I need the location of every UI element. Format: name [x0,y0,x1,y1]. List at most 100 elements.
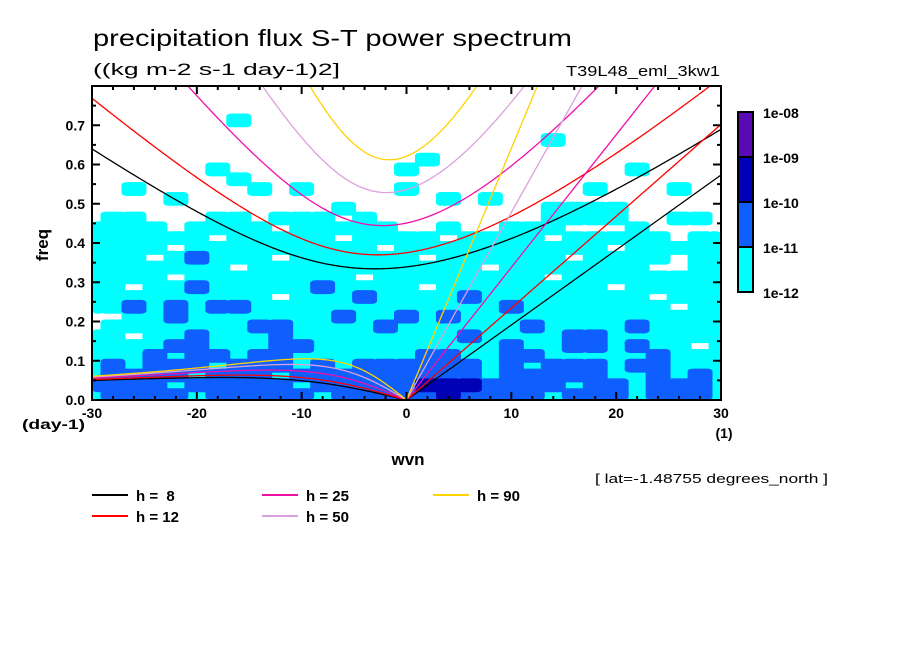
y-axis-units: (day-1) [22,416,85,432]
heatmap-cell [310,280,336,295]
heatmap-cell [163,231,189,245]
colorbar-label: 1e-11 [763,240,798,256]
heatmap-cell [582,388,608,400]
legend-item: h = 12 [92,509,179,526]
y-axis-label: freq [33,229,52,261]
heatmap-cell [121,270,147,285]
dispersion-curve-rossby-h8 [91,376,407,401]
dispersion-curve-inertio-gravity-h8 [91,128,722,270]
dispersion-curve-kelvin-h25 [405,85,656,401]
dispersion-curves [91,85,722,401]
heatmap-cell [226,299,252,314]
heatmap-cell [540,133,566,147]
dispersion-curve-rossby-h25 [91,369,407,401]
heatmap-cell [666,241,692,255]
heatmap-cell [498,299,524,314]
x-tick-label: 10 [504,405,520,421]
colorbar-label: 1e-12 [763,285,799,301]
heatmap-cell [226,113,252,128]
heatmap-cell [289,182,315,196]
heatmap-cell [477,388,503,400]
heatmap-cell [540,260,566,275]
heatmap-cell [226,250,252,265]
dispersion-curve-kelvin-h12 [406,123,722,401]
axis-tick-labels: -30 -20 -10 0 10 20 30 0.0 0.1 0.2 0.3 0.4 0.5 0.6 0.7 [66,117,729,421]
legend-label: h = 90 [477,488,520,505]
y-tick-label: 0.6 [66,157,86,173]
heatmap-cell [205,388,231,400]
heatmap-cell [519,319,545,334]
legend-label: h = 8 [136,488,175,505]
heatmap-cell [645,388,671,400]
heatmap-cell [268,358,294,373]
heatmap-cell [414,152,440,167]
colorbar-label: 1e-09 [763,150,799,166]
dispersion-curve-rossby-h50 [91,363,407,401]
heatmap-cell [561,368,587,383]
dispersion-curve-kelvin-h50 [405,85,583,401]
legend-item: h = 90 [433,488,520,505]
heatmap-cell [561,339,587,353]
heatmap-cell [582,211,608,226]
heatmap-cell [687,329,713,344]
heatmap-cell [603,231,629,245]
colorbar-segment [737,201,754,248]
x-axis-label: wvn [390,450,424,469]
legend-label: h = 12 [136,509,179,526]
colorbar-segment [737,156,754,203]
heatmap-cell [603,270,629,285]
legend: h = 8 h = 12 h = 25 h = 50 h = 90 [92,488,520,526]
heatmap-cell [666,388,692,400]
heatmap-cell [184,280,210,295]
heatmap-cell [205,299,231,314]
heatmap-cell [666,182,692,196]
x-tick-label: -30 [82,405,102,421]
heatmap-cell [561,241,587,255]
heatmap-cell [163,309,189,324]
x-tick-label: 0 [403,405,411,421]
heatmap-cell [645,250,671,265]
run-label: T39L48_eml_3kw1 [566,63,720,80]
x-tick-label: 30 [713,405,729,421]
heatmap-cell [394,162,419,177]
heatmap-cell [561,388,587,400]
dispersion-curve-inertio-gravity-h90 [309,85,478,161]
heatmap-cell [121,388,147,400]
heatmap-cell [268,388,294,400]
y-tick-label: 0.4 [66,235,86,251]
heatmap-cell [561,211,587,226]
heatmap-cell [414,241,440,255]
heatmap-cell [687,388,713,400]
latitude-footnote: [ lat=-1.48755 degrees_north ] [595,471,828,486]
heatmap-cell [582,339,608,353]
chart-units-subtitle: ((kg m-2 s-1 day-1)2] [93,60,340,79]
x-tick-label: 20 [608,405,624,421]
colorbar-label: 1e-10 [763,195,799,211]
heatmap-cell [226,172,252,187]
heatmap-cell [394,309,419,324]
dispersion-curve-inertio-gravity-h25 [187,85,600,227]
heatmap-cell [121,319,147,334]
heatmap-cell [121,182,147,196]
heatmap-cell [142,388,168,400]
heatmap-cell [142,241,168,255]
heatmap-cell [519,348,545,363]
heatmap-cell [247,182,273,196]
heatmap-cell [645,280,671,295]
heatmap-cell [205,348,231,363]
legend-label: h = 25 [306,488,349,505]
legend-label: h = 50 [306,509,349,526]
heatmap-cell [184,250,210,265]
heatmap-cell [540,221,566,236]
heatmap-cell [184,378,210,393]
legend-item: h = 50 [262,509,349,526]
heatmap-cell [331,309,357,324]
heatmap-cell [352,290,378,304]
heatmap-cell [289,339,315,353]
heatmap-cell [163,191,189,206]
heatmap-cell [163,388,189,400]
colorbar-segment [737,246,754,293]
x-axis-units: (1) [715,425,732,441]
chart-title: precipitation flux S-T power spectrum [93,25,572,51]
